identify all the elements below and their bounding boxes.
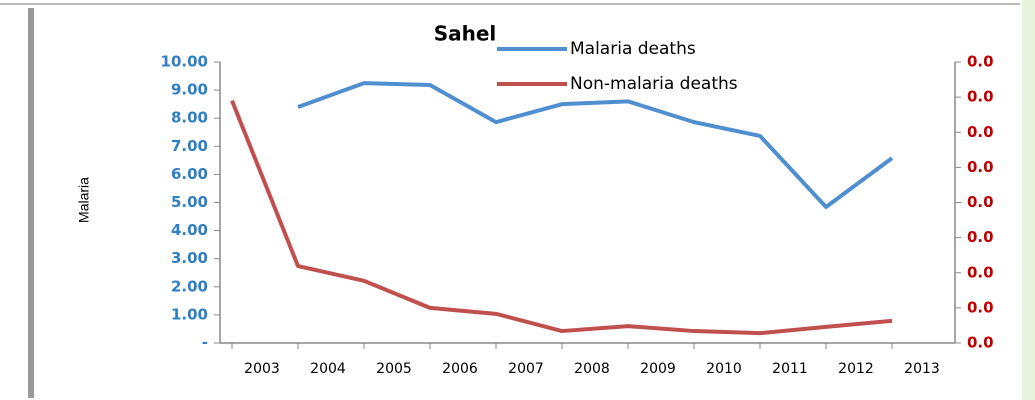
x-tick-label: 2012 bbox=[838, 361, 874, 377]
frame-left bbox=[28, 8, 34, 398]
frame-right bbox=[1022, 0, 1035, 400]
y-tick-label: - bbox=[202, 334, 208, 352]
y2-tick-label: 0.0 bbox=[967, 193, 994, 211]
y-tick-label: 5.00 bbox=[171, 193, 208, 211]
x-tick-label: 2007 bbox=[508, 361, 544, 377]
x-tick-label: 2010 bbox=[706, 361, 742, 377]
y2-tick-label: 0.0 bbox=[967, 263, 994, 281]
x-tick-label: 2013 bbox=[904, 361, 940, 377]
y-tick-label: 8.00 bbox=[171, 109, 208, 127]
y-tick-label: 2.00 bbox=[171, 277, 208, 295]
y-tick-label: 7.00 bbox=[171, 137, 208, 155]
y-tick-label: 3.00 bbox=[171, 249, 208, 267]
y2-tick-label: 0.0 bbox=[967, 123, 994, 141]
legend-label: Malaria deaths bbox=[570, 39, 696, 59]
y-tick-label: 4.00 bbox=[171, 221, 208, 239]
y2-tick-label: 0.0 bbox=[967, 88, 994, 106]
y-tick-label: 10.00 bbox=[161, 53, 208, 71]
chart-title: Sahel bbox=[434, 22, 497, 46]
y2-tick-label: 0.0 bbox=[967, 158, 994, 176]
x-tick-label: 2011 bbox=[772, 361, 808, 377]
series-line bbox=[297, 81, 894, 209]
legend-label: Non-malaria deaths bbox=[570, 74, 738, 94]
x-tick-label: 2006 bbox=[442, 361, 478, 377]
x-tick-label: 2004 bbox=[310, 361, 346, 377]
y-tick-label: 9.00 bbox=[171, 81, 208, 99]
y2-tick-label: 0.0 bbox=[967, 334, 994, 352]
series-line bbox=[230, 99, 893, 336]
x-tick-label: 2005 bbox=[376, 361, 412, 377]
x-tick-label: 2008 bbox=[574, 361, 610, 377]
x-tick-label: 2009 bbox=[640, 361, 676, 377]
y2-tick-label: 0.0 bbox=[967, 53, 994, 71]
x-tick-label: 2003 bbox=[244, 361, 280, 377]
y-axis-label: Malaria bbox=[76, 177, 92, 223]
y-tick-label: 6.00 bbox=[171, 165, 208, 183]
y-tick-label: 1.00 bbox=[171, 305, 208, 323]
y2-tick-label: 0.0 bbox=[967, 228, 994, 246]
y2-tick-label: 0.0 bbox=[967, 298, 994, 316]
